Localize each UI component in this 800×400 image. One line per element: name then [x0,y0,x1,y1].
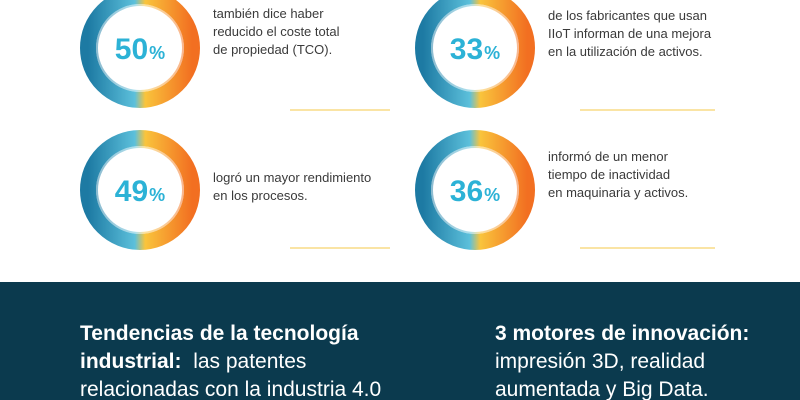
stats-panel: 50% también dice haber reducido el coste t… [80,0,715,250]
footer-block: 3 motores de innovación: impresión 3D, r… [495,320,755,400]
stat-text: de los fabricantes que usan [548,8,707,23]
stat-unit: % [149,43,165,63]
stat-unit: % [149,185,165,205]
ring-inner [431,146,519,234]
stat-text: tiempo de inactividad [548,167,670,182]
ring-inner [96,4,184,92]
footer-band: Tendencias de la tecnología industrial: … [0,282,800,400]
footer-heading: Tendencias de la tecnología industrial: [80,322,359,373]
footer-block: Tendencias de la tecnología industrial: … [80,320,410,400]
stat-text: de propiedad (TCO). [213,42,332,57]
stat-text: en los procesos. [213,188,308,203]
ring [415,0,535,108]
ring [415,130,535,250]
stat-value: 33 [450,33,483,66]
stat-unit: % [484,185,500,205]
stat-value: 50 [115,33,148,66]
stat-text: también dice haber [213,6,324,21]
ring-inner [431,4,519,92]
footer-text: las patentes relacionadas con la industr… [80,350,382,400]
ring [80,0,200,108]
stat-text: informó de un menor [548,149,669,164]
stat-number: 36% [450,175,500,208]
stat-value: 49 [115,175,148,208]
stat-unit: % [484,43,500,63]
stat-text: IIoT informan de una mejora [548,26,712,41]
stat-text: reducido el coste total [213,24,340,39]
stat-value: 36 [450,175,483,208]
stat-number: 33% [450,33,500,66]
stat-number: 49% [115,175,165,208]
ring [80,130,200,250]
ring-inner [96,146,184,234]
footer-heading: 3 motores de innovación: [495,322,750,345]
stat-text: en maquinaria y activos. [548,185,688,200]
stat-text: en la utilización de activos. [548,44,703,59]
footer-text: impresión 3D, realidad aumentada y Big D… [495,350,709,400]
stat-number: 50% [115,33,165,66]
stat-text: logró un mayor rendimiento [213,170,371,185]
